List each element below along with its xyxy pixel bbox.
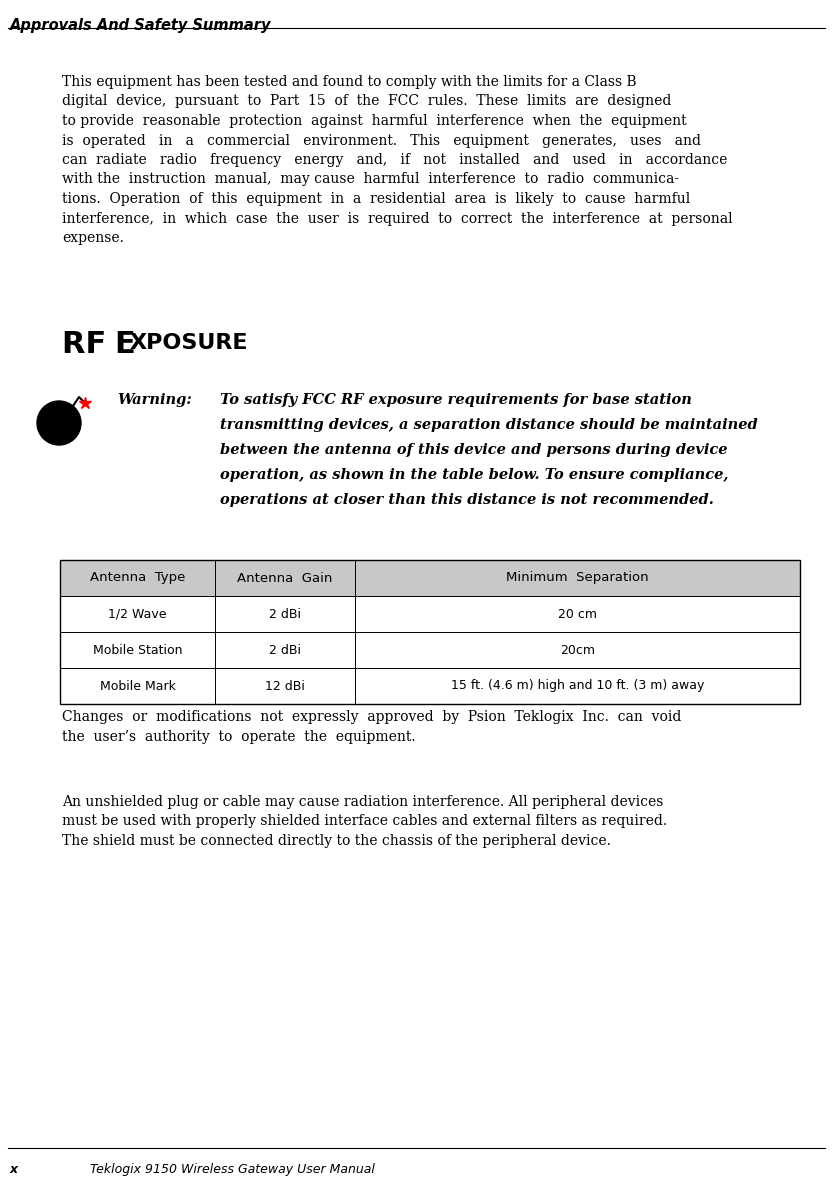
Text: Mobile Mark: Mobile Mark [100, 679, 176, 692]
Text: Approvals And Safety Summary: Approvals And Safety Summary [10, 18, 272, 33]
Text: Warning:: Warning: [117, 393, 192, 407]
Text: E: E [114, 330, 135, 359]
Text: 15 ft. (4.6 m) high and 10 ft. (3 m) away: 15 ft. (4.6 m) high and 10 ft. (3 m) awa… [451, 679, 704, 692]
Text: expense.: expense. [62, 231, 124, 245]
Text: 1/2 Wave: 1/2 Wave [108, 607, 167, 620]
Text: 2 dBi: 2 dBi [269, 607, 301, 620]
Text: To satisfy FCC RF exposure requirements for base station: To satisfy FCC RF exposure requirements … [220, 393, 692, 407]
Text: An unshielded plug or cable may cause radiation interference. All peripheral dev: An unshielded plug or cable may cause ra… [62, 794, 663, 809]
Text: 12 dBi: 12 dBi [265, 679, 305, 692]
Text: the  user’s  authority  to  operate  the  equipment.: the user’s authority to operate the equi… [62, 730, 416, 744]
Text: Changes  or  modifications  not  expressly  approved  by  Psion  Teklogix  Inc. : Changes or modifications not expressly a… [62, 710, 681, 724]
Text: x: x [10, 1163, 18, 1176]
Text: XPOSURE: XPOSURE [130, 333, 248, 353]
Text: Antenna  Type: Antenna Type [90, 572, 185, 585]
Text: with the  instruction  manual,  may cause  harmful  interference  to  radio  com: with the instruction manual, may cause h… [62, 173, 679, 186]
Text: operations at closer than this distance is not recommended.: operations at closer than this distance … [220, 493, 714, 507]
Text: 20 cm: 20 cm [558, 607, 597, 620]
Text: interference,  in  which  case  the  user  is  required  to  correct  the  inter: interference, in which case the user is … [62, 212, 733, 226]
Text: Antenna  Gain: Antenna Gain [237, 572, 332, 585]
Text: is  operated   in   a   commercial   environment.   This   equipment   generates: is operated in a commercial environment.… [62, 133, 701, 147]
Text: Minimum  Separation: Minimum Separation [506, 572, 649, 585]
Text: RF: RF [62, 330, 127, 359]
Text: between the antenna of this device and persons during device: between the antenna of this device and p… [220, 443, 727, 457]
Bar [60, 669, 800, 704]
Text: must be used with properly shielded interface cables and external filters as req: must be used with properly shielded inte… [62, 814, 667, 829]
Text: tions.  Operation  of  this  equipment  in  a  residential  area  is  likely  to: tions. Operation of this equipment in a … [62, 192, 691, 206]
Text: operation, as shown in the table below. To ensure compliance,: operation, as shown in the table below. … [220, 468, 729, 483]
Text: Mobile Station: Mobile Station [92, 644, 182, 657]
Text: Teklogix 9150 Wireless Gateway User Manual: Teklogix 9150 Wireless Gateway User Manu… [90, 1163, 375, 1176]
Bar [60, 560, 800, 704]
Text: 20cm: 20cm [560, 644, 595, 657]
Text: can  radiate   radio   frequency   energy   and,   if   not   installed   and   : can radiate radio frequency energy and, … [62, 153, 727, 167]
Circle shape [37, 401, 81, 445]
Text: transmitting devices, a separation distance should be maintained: transmitting devices, a separation dista… [220, 418, 758, 432]
Text: The shield must be connected directly to the chassis of the peripheral device.: The shield must be connected directly to… [62, 834, 611, 847]
Text: digital  device,  pursuant  to  Part  15  of  the  FCC  rules.  These  limits  a: digital device, pursuant to Part 15 of t… [62, 94, 671, 108]
Bar [60, 560, 800, 596]
Text: This equipment has been tested and found to comply with the limits for a Class B: This equipment has been tested and found… [62, 75, 636, 89]
Text: 2 dBi: 2 dBi [269, 644, 301, 657]
Bar [60, 632, 800, 669]
Text: to provide  reasonable  protection  against  harmful  interference  when  the  e: to provide reasonable protection against… [62, 114, 686, 128]
Bar [60, 596, 800, 632]
